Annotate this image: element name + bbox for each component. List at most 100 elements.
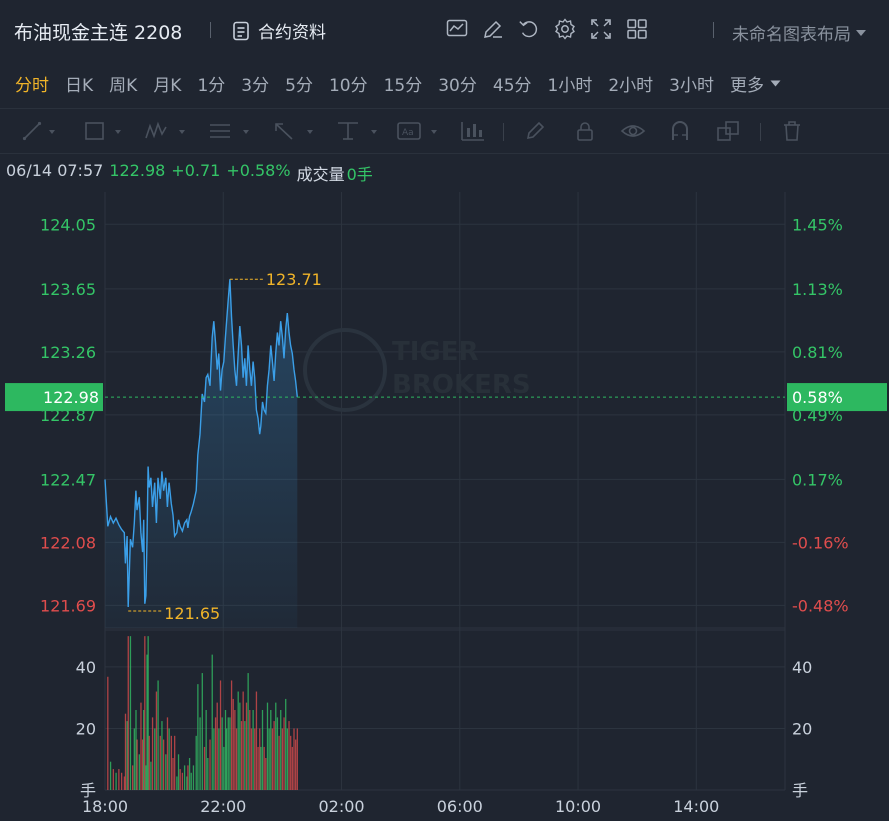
volume-bar bbox=[254, 728, 256, 790]
magnet-icon[interactable] bbox=[669, 119, 691, 143]
volume-bar bbox=[281, 728, 284, 790]
volume-bar bbox=[109, 761, 112, 790]
volume-bar bbox=[118, 769, 120, 790]
volume-value: 0手 bbox=[346, 165, 373, 184]
period-tab[interactable]: 5分 bbox=[285, 75, 313, 96]
wave-icon[interactable] bbox=[144, 119, 188, 143]
lock-icon[interactable] bbox=[574, 119, 596, 143]
quote-datetime: 06/14 07:57 bbox=[6, 161, 104, 180]
fib-icon[interactable] bbox=[208, 119, 252, 143]
period-tab[interactable]: 3小时 bbox=[669, 75, 714, 96]
current-price-tag bbox=[5, 383, 103, 412]
bar-pattern-icon[interactable] bbox=[460, 119, 486, 143]
fullscreen-icon[interactable] bbox=[590, 16, 612, 42]
period-tab[interactable]: 10分 bbox=[328, 75, 368, 96]
volume-bar bbox=[230, 680, 233, 790]
volume-bar bbox=[213, 728, 215, 790]
trash-icon[interactable] bbox=[781, 119, 803, 143]
current-pct-tag bbox=[787, 383, 887, 412]
period-tab[interactable]: 1分 bbox=[197, 75, 226, 96]
volume-bar bbox=[223, 746, 225, 790]
title-bar: 布油现金主连 2208 合约资料 未命名图表布局 bbox=[0, 0, 889, 60]
volume-bar bbox=[172, 758, 174, 790]
period-tab[interactable]: 2小时 bbox=[608, 75, 654, 96]
volume-bar bbox=[252, 710, 254, 790]
volume-bar bbox=[132, 765, 134, 790]
gear-icon[interactable] bbox=[554, 16, 576, 42]
volume-bar bbox=[259, 728, 261, 790]
volume-bar bbox=[197, 684, 199, 790]
price-tick-label: 123.65 bbox=[40, 280, 96, 299]
period-tab[interactable]: 3分 bbox=[241, 75, 270, 96]
time-tick-label: 10:00 bbox=[555, 797, 601, 816]
volume-bar bbox=[237, 691, 239, 790]
volume-bar bbox=[244, 721, 246, 790]
period-tab[interactable]: 分时 bbox=[15, 75, 49, 96]
trend-line-icon[interactable] bbox=[22, 119, 56, 143]
rectangle-icon[interactable] bbox=[84, 119, 124, 143]
period-tab[interactable]: 30分 bbox=[438, 75, 477, 96]
volume-bar bbox=[141, 739, 144, 790]
undo-icon[interactable] bbox=[518, 16, 540, 42]
volume-bar bbox=[124, 713, 127, 790]
edit-icon[interactable] bbox=[482, 16, 504, 42]
watermark-logo bbox=[303, 328, 387, 412]
volume-bar bbox=[216, 702, 218, 790]
text-note-icon[interactable]: Aa bbox=[396, 119, 442, 143]
period-tab[interactable]: 45分 bbox=[492, 75, 532, 96]
volume-bar bbox=[296, 728, 298, 790]
volume-bar bbox=[186, 776, 188, 790]
pct-tick-label: 0.17% bbox=[792, 470, 843, 489]
volume-bar bbox=[157, 680, 159, 790]
volume-label: 成交量 bbox=[296, 165, 345, 184]
volume-bar bbox=[112, 769, 114, 790]
period-tab[interactable]: 1小时 bbox=[547, 75, 593, 96]
quote-info-bar: 06/14 07:57 122.98 +0.71 +0.58% 成交量 0手 bbox=[6, 161, 373, 185]
eye-icon[interactable] bbox=[620, 119, 646, 143]
caret-down-icon bbox=[856, 29, 866, 36]
price-area bbox=[105, 279, 298, 628]
period-tab[interactable]: 15分 bbox=[383, 75, 423, 96]
volume-bar bbox=[183, 765, 186, 790]
price-line bbox=[104, 279, 298, 608]
volume-bar bbox=[136, 739, 138, 790]
document-icon bbox=[233, 21, 249, 40]
volume-bar bbox=[273, 721, 275, 790]
volume-bar bbox=[293, 728, 295, 790]
time-tick-label: 14:00 bbox=[673, 797, 719, 816]
layout-selector[interactable]: 未命名图表布局 bbox=[732, 20, 867, 45]
volume-bar bbox=[209, 739, 211, 790]
volume-bar bbox=[187, 765, 189, 790]
volume-bar bbox=[151, 717, 154, 790]
arrow-icon[interactable] bbox=[272, 119, 316, 143]
period-tab[interactable]: 周K bbox=[109, 75, 138, 96]
chart-line-icon[interactable] bbox=[446, 16, 468, 42]
volume-bar bbox=[188, 758, 191, 790]
grid-icon[interactable] bbox=[626, 16, 648, 42]
volume-bar bbox=[280, 710, 282, 790]
volume-bar bbox=[154, 728, 156, 790]
volume-bar bbox=[166, 717, 169, 790]
more-periods-button[interactable]: 更多 bbox=[730, 71, 781, 96]
period-tab[interactable]: 月K bbox=[153, 75, 182, 96]
price-range-icon[interactable] bbox=[336, 119, 380, 143]
volume-bar bbox=[239, 702, 241, 790]
volume-tick-label: 40 bbox=[792, 658, 812, 677]
price-tick-label: 122.08 bbox=[40, 533, 96, 552]
volume-bar bbox=[115, 772, 117, 790]
volume-bar bbox=[291, 746, 293, 790]
volume-bar bbox=[249, 710, 251, 790]
volume-bar bbox=[266, 702, 269, 790]
brush-icon[interactable] bbox=[524, 119, 548, 143]
divider bbox=[760, 123, 761, 141]
time-tick-label: 02:00 bbox=[318, 797, 364, 816]
volume-unit-label: 手 bbox=[80, 781, 96, 800]
duplicate-icon[interactable] bbox=[716, 119, 742, 143]
contract-info-button[interactable]: 合约资料 bbox=[232, 18, 326, 43]
volume-bar bbox=[207, 758, 209, 790]
time-tick-label: 06:00 bbox=[437, 797, 483, 816]
quote-change-pct: +0.58% bbox=[226, 161, 291, 180]
period-tab[interactable]: 日K bbox=[65, 75, 94, 96]
volume-bar bbox=[257, 746, 259, 790]
